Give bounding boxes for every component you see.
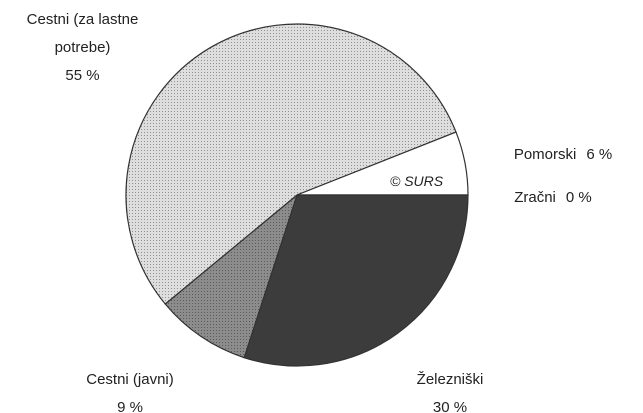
value-label: 0 % (565, 189, 592, 206)
slice-label: Cestni (za lastne potrebe) 55 % (0, 6, 165, 90)
value-label: 30 % (432, 399, 468, 413)
category-label: Zračni (514, 189, 556, 206)
pie-slice (243, 194, 469, 367)
slice-label: Zračni 0 % (488, 184, 618, 212)
slice-label: Cestni (javni) 9 % (65, 366, 195, 413)
slice-texture (126, 24, 456, 304)
category-label: Železniški (416, 371, 484, 388)
slice-label: Železniški 30 % (395, 366, 505, 413)
value-label: 9 % (117, 399, 143, 413)
category-label: Cestni (za lastne potrebe) (26, 11, 139, 56)
annotation: © SURS (390, 173, 444, 189)
value-label: 55 % (65, 67, 100, 84)
category-label: Cestni (javni) (86, 371, 174, 388)
slice-texture (165, 195, 297, 358)
value-label: 6 % (586, 146, 613, 163)
slice-label: Pomorski 6 % (488, 141, 638, 169)
category-label: Pomorski (513, 146, 577, 163)
